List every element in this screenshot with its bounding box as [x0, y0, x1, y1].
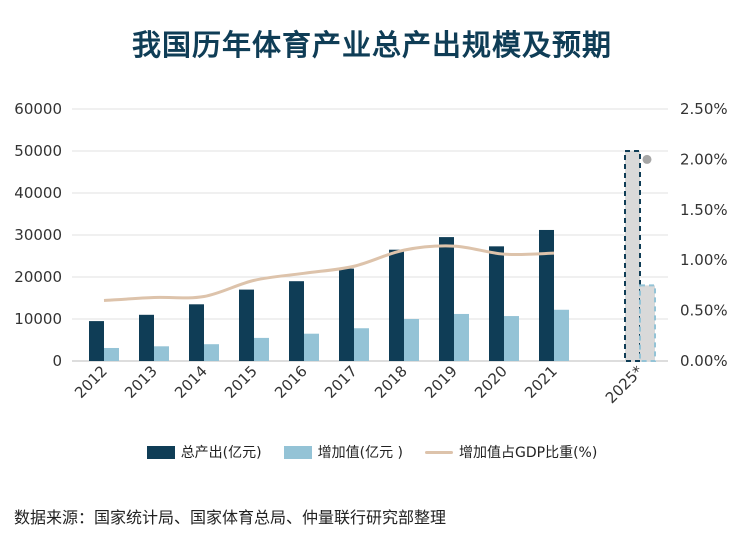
bar-added-value: [254, 337, 269, 361]
bar-total-output-forecast: [624, 150, 641, 362]
y-right-tick-label: 0.00%: [680, 352, 728, 370]
bar-added-value: [554, 309, 569, 361]
x-tick-label: 2021: [521, 362, 561, 402]
bar-added-value: [454, 313, 469, 361]
chart-title: 我国历年体育产业总产出规模及预期: [131, 28, 612, 62]
x-tick-label: 2019: [421, 362, 461, 402]
bar-total-output: [389, 249, 404, 361]
legend-item-gdp-share: 增加值占GDP比重(%): [425, 442, 597, 462]
grid-lines: [72, 108, 668, 362]
y-left-tick-label: 30000: [14, 226, 62, 244]
legend-swatch-total-output: [146, 445, 175, 459]
legend-item-total-output: 总产出(亿元): [146, 442, 262, 462]
bar-added-value-forecast: [639, 284, 656, 362]
x-tick-label: 2017: [321, 362, 361, 402]
chart-area: 0 10000 20000 30000 40000 50000 60000 0.00% 0.5…: [14, 100, 728, 407]
y-right-tick-label: 2.50%: [680, 100, 728, 118]
y-axis-right: 0.00% 0.50% 1.00% 1.50% 2.00% 2.50%: [680, 100, 728, 370]
bar-added-value: [354, 328, 369, 361]
x-tick-label: 2013: [121, 362, 161, 402]
y-right-tick-label: 2.00%: [680, 150, 728, 168]
legend-swatch-added-value: [283, 445, 312, 459]
bars: [89, 150, 656, 362]
legend-swatch-gdp-share: [425, 450, 453, 454]
y-left-tick-label: 60000: [14, 100, 62, 118]
legend-label-total-output: 总产出(亿元): [180, 445, 262, 461]
x-tick-label: 2025*: [602, 362, 647, 407]
x-tick-label: 2015: [221, 362, 261, 402]
bar-total-output: [339, 268, 354, 361]
x-tick-label: 2016: [271, 362, 311, 402]
y-left-tick-label: 20000: [14, 268, 62, 286]
legend: 总产出(亿元) 增加值(亿元 ) 增加值占GDP比重(%): [0, 442, 744, 462]
y-right-tick-label: 1.00%: [680, 251, 728, 269]
bar-total-output: [139, 314, 154, 361]
y-left-tick-label: 0: [52, 352, 62, 370]
bar-total-output: [89, 321, 104, 361]
bar-total-output: [239, 289, 254, 361]
y-left-tick-label: 50000: [14, 142, 62, 160]
gdp-share-line-path: [103, 244, 555, 303]
y-left-tick-label: 40000: [14, 184, 62, 202]
legend-item-added-value: 增加值(亿元 ): [283, 442, 403, 462]
legend-label-gdp-share: 增加值占GDP比重(%): [459, 445, 598, 461]
bar-added-value: [404, 319, 419, 361]
y-right-tick-label: 1.50%: [680, 201, 728, 219]
y-axis-left: 0 10000 20000 30000 40000 50000 60000: [14, 100, 62, 370]
bar-total-output: [189, 304, 204, 361]
legend-label-added-value: 增加值(亿元 ): [317, 445, 403, 461]
bar-added-value: [304, 333, 319, 361]
x-tick-label: 2020: [471, 362, 511, 402]
gdp-share-line: [103, 154, 652, 303]
bar-total-output: [489, 246, 504, 361]
bar-total-output: [539, 229, 554, 361]
bar-added-value: [154, 346, 169, 361]
bar-total-output: [439, 237, 454, 361]
gdp-share-forecast-point: [642, 154, 652, 164]
x-tick-label: 2012: [71, 362, 111, 402]
bar-added-value: [204, 344, 219, 361]
y-right-tick-label: 0.50%: [680, 302, 728, 320]
data-source-note: 数据来源：国家统计局、国家体育总局、仲量联行研究部整理: [14, 508, 447, 527]
y-left-tick-label: 10000: [14, 310, 62, 328]
bar-total-output: [289, 281, 304, 361]
bar-added-value: [104, 347, 119, 361]
x-axis-labels: 2012 2013 2014 2015 2016 2017 2018 2019 2020 2021…: [71, 362, 647, 407]
bar-added-value: [504, 316, 519, 361]
x-tick-label: 2018: [371, 362, 411, 402]
x-tick-label: 2014: [171, 362, 211, 402]
